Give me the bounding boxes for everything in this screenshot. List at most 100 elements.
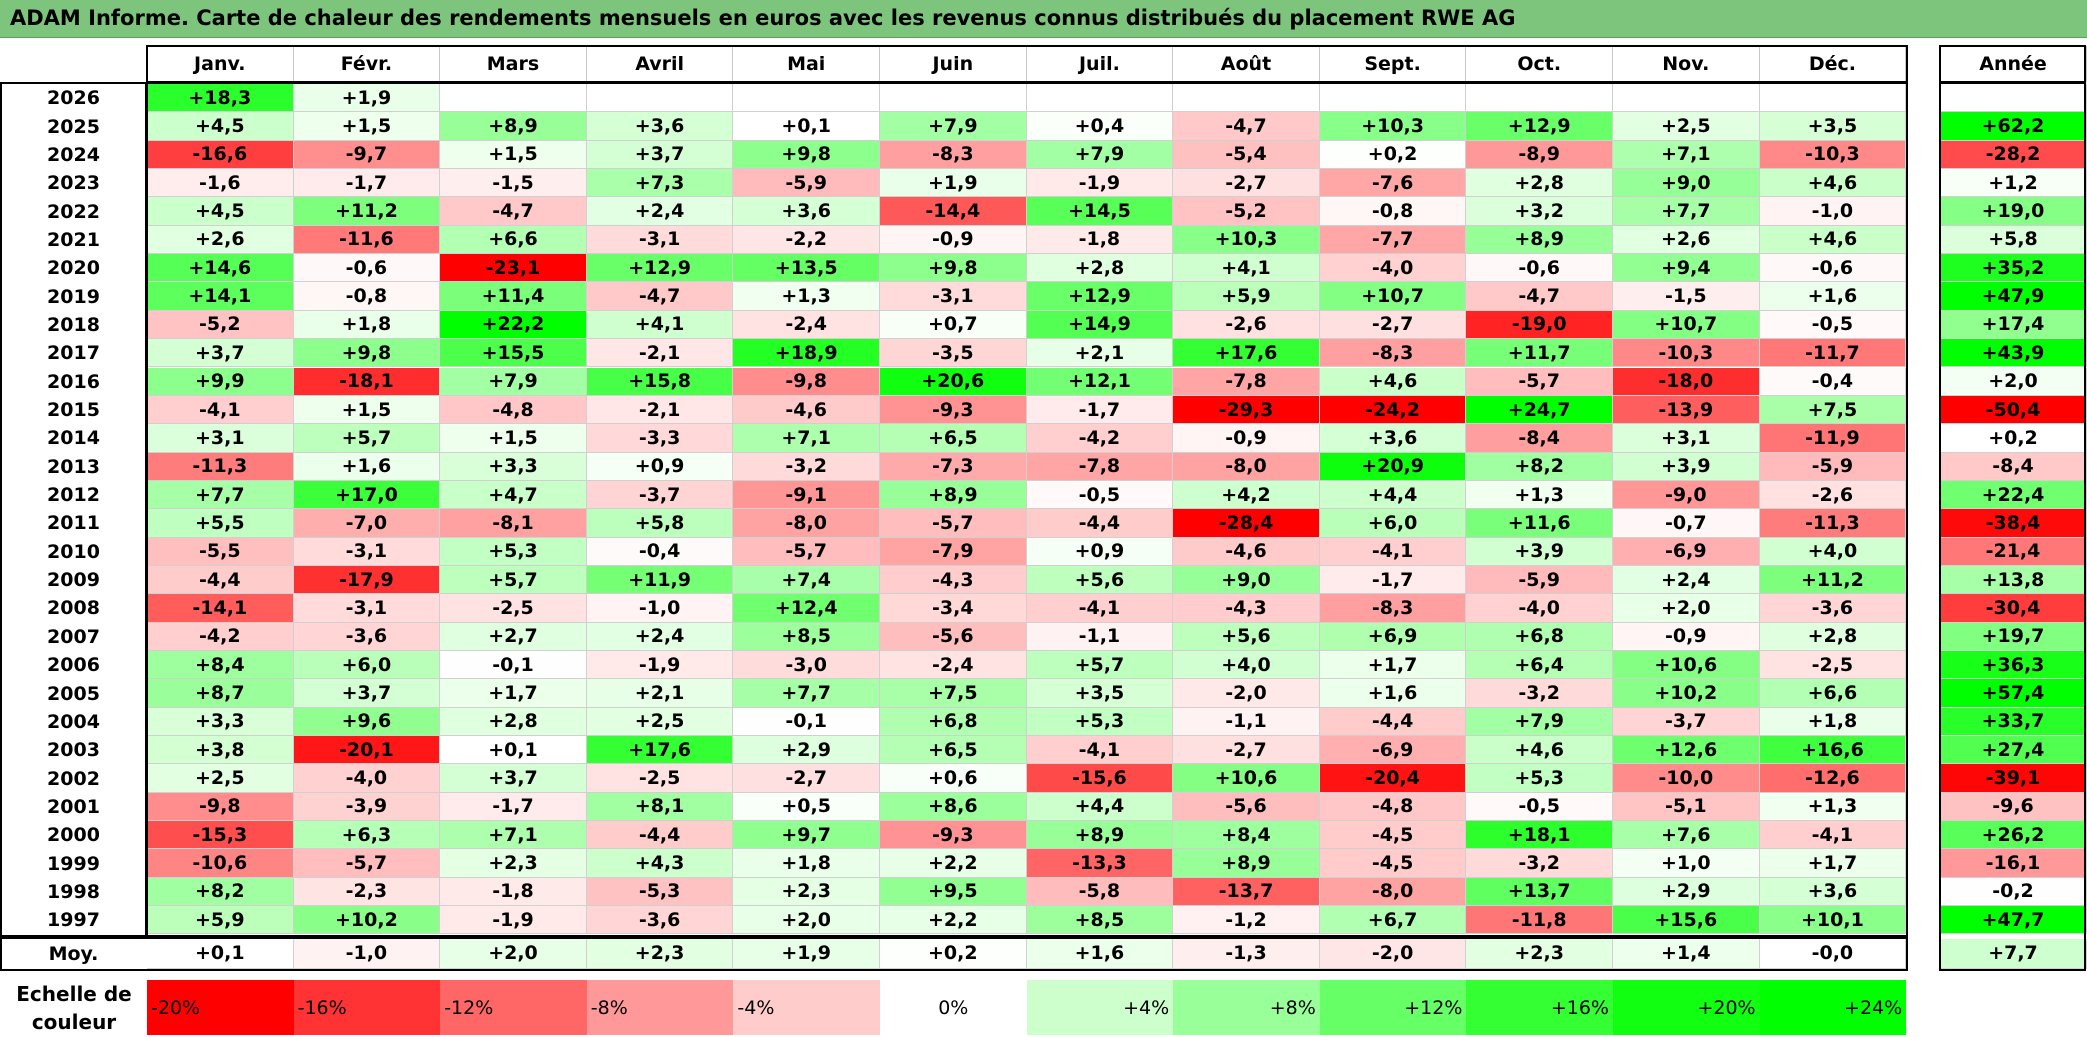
heat-cell: +8,4 [147, 651, 294, 680]
heat-cell: -7,7 [1319, 225, 1467, 255]
heat-cell: +8,2 [1466, 452, 1613, 481]
heat-cell: +2,5 [1613, 112, 1760, 141]
heat-cell: -10,3 [1613, 339, 1760, 368]
heat-cell: +9,0 [1613, 169, 1760, 198]
legend-label-line2: couleur [31, 1010, 117, 1034]
heat-cell: -1,0 [1759, 197, 1907, 226]
heat-cell: -8,9 [1466, 140, 1613, 170]
year-label: 2022 [0, 197, 147, 226]
year-label: 2005 [0, 679, 147, 708]
heat-cell: -3,1 [880, 282, 1027, 311]
heat-cell: -5,6 [1173, 792, 1320, 822]
heat-cell [1173, 84, 1320, 113]
heat-cell: -28,4 [1173, 509, 1320, 538]
heat-cell: +11,9 [586, 565, 734, 595]
heat-cell: -2,7 [1319, 310, 1467, 340]
heat-cell: -3,6 [1759, 594, 1907, 623]
heat-cell: +6,5 [880, 424, 1027, 453]
heat-cell: +14,1 [147, 282, 294, 311]
heat-cell: -0,4 [1759, 367, 1907, 396]
heat-cell: -0,7 [1613, 509, 1760, 538]
annual-cell: +26,2 [1940, 821, 2087, 850]
heat-cell: +8,9 [880, 480, 1027, 510]
annual-cell: +2,0 [1940, 367, 2087, 396]
heat-cell: +12,9 [1026, 282, 1174, 311]
year-label: 2025 [0, 112, 147, 141]
heat-cell: +4,6 [1466, 736, 1613, 765]
heat-cell: -5,7 [880, 509, 1027, 538]
heat-cell: +8,1 [586, 792, 734, 822]
heat-cell: +0,1 [733, 112, 880, 141]
month-header: Août [1173, 46, 1320, 82]
heat-cell: -4,0 [1466, 594, 1613, 623]
heat-cell: +9,8 [880, 254, 1027, 283]
annual-cell: -38,4 [1940, 509, 2087, 538]
heat-cell: +2,2 [880, 906, 1027, 935]
heat-cell: -14,1 [147, 594, 294, 623]
heat-cell: -4,7 [1466, 282, 1613, 311]
heat-cell: -0,5 [1026, 480, 1174, 510]
heat-cell: +1,3 [1759, 792, 1907, 822]
heat-cell: +6,6 [440, 225, 587, 255]
heat-cell: -3,5 [880, 339, 1027, 368]
heat-cell: +2,4 [586, 197, 734, 226]
heat-cell: -4,4 [147, 565, 294, 595]
heat-cell: -1,1 [1173, 707, 1320, 737]
heat-cell: -3,9 [293, 792, 441, 822]
heat-cell: +1,5 [293, 395, 441, 425]
average-cell: -0,0 [1759, 938, 1907, 969]
heat-cell: +2,5 [586, 707, 734, 737]
heat-cell: -5,5 [147, 537, 294, 566]
heat-cell: -4,0 [1319, 254, 1467, 283]
heat-cell: -2,1 [586, 339, 734, 368]
heat-cell: +2,5 [147, 764, 294, 793]
annual-cell: +5,8 [1940, 225, 2087, 255]
average-cell: -2,0 [1319, 938, 1467, 969]
annual-cell: +33,7 [1940, 707, 2087, 737]
heat-cell: -5,8 [1026, 877, 1174, 907]
month-header: Déc. [1759, 46, 1907, 82]
heat-cell: +4,4 [1026, 792, 1174, 822]
heat-cell: +5,5 [147, 509, 294, 538]
heat-cell: -1,7 [293, 169, 441, 198]
heat-cell: -8,1 [440, 509, 587, 538]
year-label: 2010 [0, 537, 147, 566]
annual-cell: -28,2 [1940, 140, 2087, 170]
heat-cell: +7,9 [440, 367, 587, 396]
heat-cell: -18,1 [293, 367, 441, 396]
chart-title: ADAM Informe. Carte de chaleur des rende… [10, 6, 1516, 30]
legend-label-text: +16% [1550, 996, 1609, 1019]
legend-swatch: -8% [586, 980, 734, 1035]
heat-cell: -9,3 [880, 395, 1027, 425]
legend-swatch: -16% [293, 980, 441, 1035]
legend-label-text: +8% [1269, 996, 1316, 1019]
heat-cell: -1,5 [1613, 282, 1760, 311]
heat-cell: -7,8 [1173, 367, 1320, 396]
heat-cell: -11,3 [147, 452, 294, 481]
heat-cell: -0,5 [1759, 310, 1907, 340]
heat-cell: +3,5 [1026, 679, 1174, 708]
legend-swatch: +20% [1613, 980, 1760, 1035]
heat-cell: +24,7 [1466, 395, 1613, 425]
heat-cell: +11,4 [440, 282, 587, 311]
heat-cell: -4,4 [1026, 509, 1174, 538]
heat-cell: -9,3 [880, 821, 1027, 850]
heat-cell: -3,1 [293, 594, 441, 623]
heat-cell: +4,5 [147, 197, 294, 226]
heat-cell: -2,6 [1759, 480, 1907, 510]
heat-cell: +7,1 [440, 821, 587, 850]
heat-cell: -1,9 [440, 906, 587, 935]
heat-cell: +7,1 [733, 424, 880, 453]
heat-cell: +3,3 [147, 707, 294, 737]
heat-cell: +11,2 [293, 197, 441, 226]
heat-cell: +4,7 [440, 480, 587, 510]
annual-header: Année [1940, 46, 2087, 82]
legend-label-text: 0% [938, 996, 969, 1019]
legend-label-text: +20% [1697, 996, 1756, 1019]
heat-cell: +10,2 [1613, 679, 1760, 708]
annual-cell: -8,4 [1940, 452, 2087, 481]
heat-cell: +9,0 [1173, 565, 1320, 595]
heat-cell: +2,0 [1613, 594, 1760, 623]
heat-cell: +8,9 [1173, 849, 1320, 878]
heat-cell: +1,9 [293, 84, 441, 113]
